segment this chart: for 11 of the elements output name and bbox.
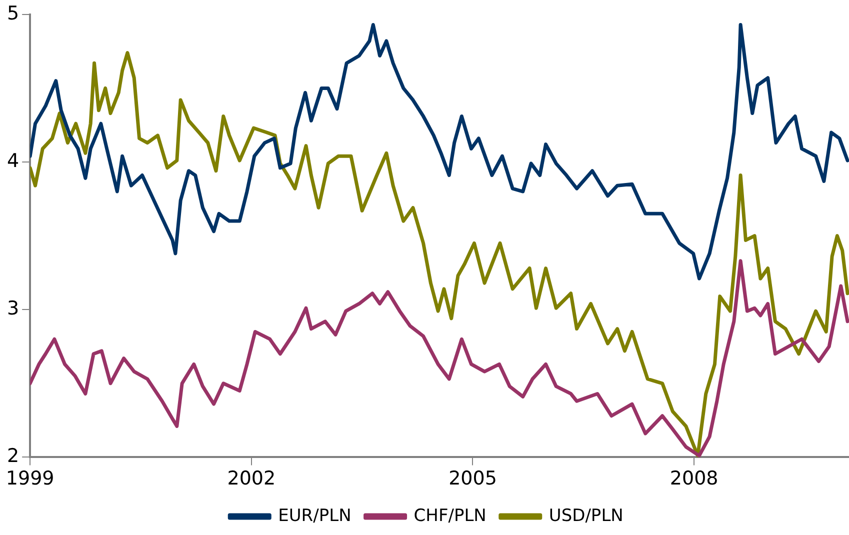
legend-label: EUR/PLN [278, 506, 352, 526]
legend-label: USD/PLN [548, 506, 624, 526]
legend-label: CHF/PLN [414, 506, 486, 526]
x-tick-label: 2008 [670, 468, 718, 490]
y-tick-label: 4 [6, 150, 20, 172]
y-tick-label: 5 [6, 2, 20, 24]
y-tick-label: 2 [6, 445, 20, 468]
x-tick-label: 1999 [6, 468, 54, 490]
y-tick-label: 3 [6, 298, 20, 320]
x-tick-label: 2002 [227, 468, 276, 490]
x-tick-label: 2005 [448, 468, 497, 490]
